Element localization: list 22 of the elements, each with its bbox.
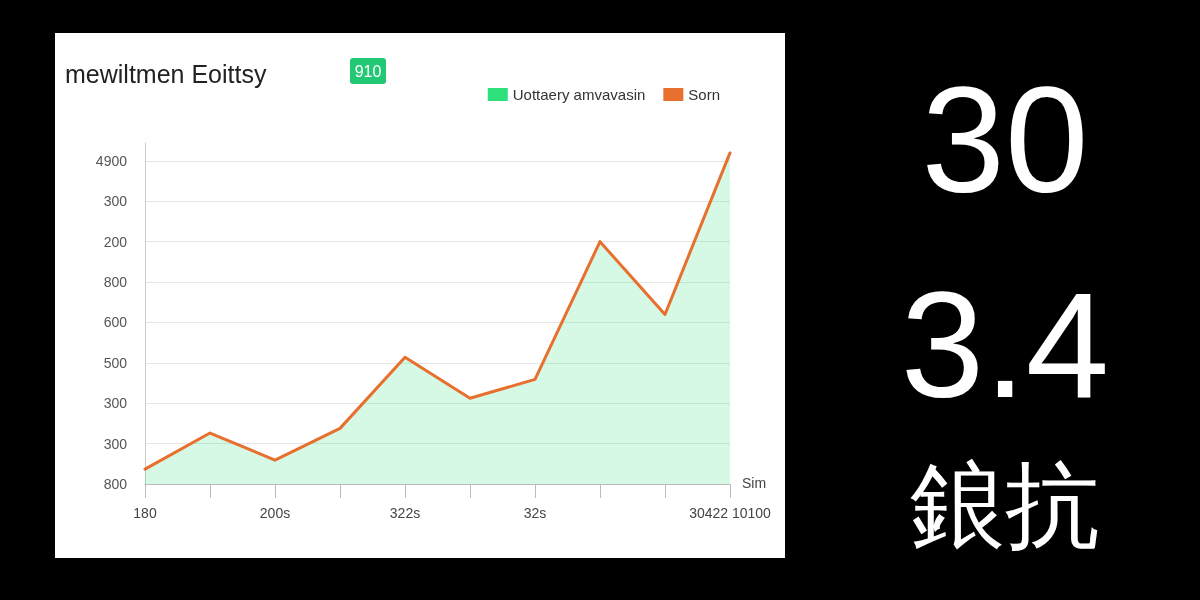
text: 600 [103,314,128,331]
x-tick-label: 200s [259,505,291,521]
text: 910 [354,62,382,80]
legend-label: Uottaery amvavasin [512,86,646,103]
text: 30 [921,56,1089,224]
legend-label: Sorn [688,86,720,103]
x-tick-label: 30422 10100 [689,505,772,521]
text: 200 [103,233,128,250]
text: 300 [103,395,128,412]
text: 500 [103,354,128,371]
text: 3.4 [900,261,1110,429]
x-axis-title: Sim [742,475,767,491]
text: 800 [103,274,128,291]
text: 300 [103,193,128,210]
x-tick-label: 32s [523,505,547,521]
x-tick-label: 180 [133,505,157,521]
text: 800 [103,476,128,492]
chart-title: mewiltmen Eoittsy [65,59,267,88]
text: 鋃抗 [910,452,1100,558]
text: 300 [103,435,128,452]
text: 4900 [95,152,128,169]
x-tick-label: 322s [389,505,421,521]
